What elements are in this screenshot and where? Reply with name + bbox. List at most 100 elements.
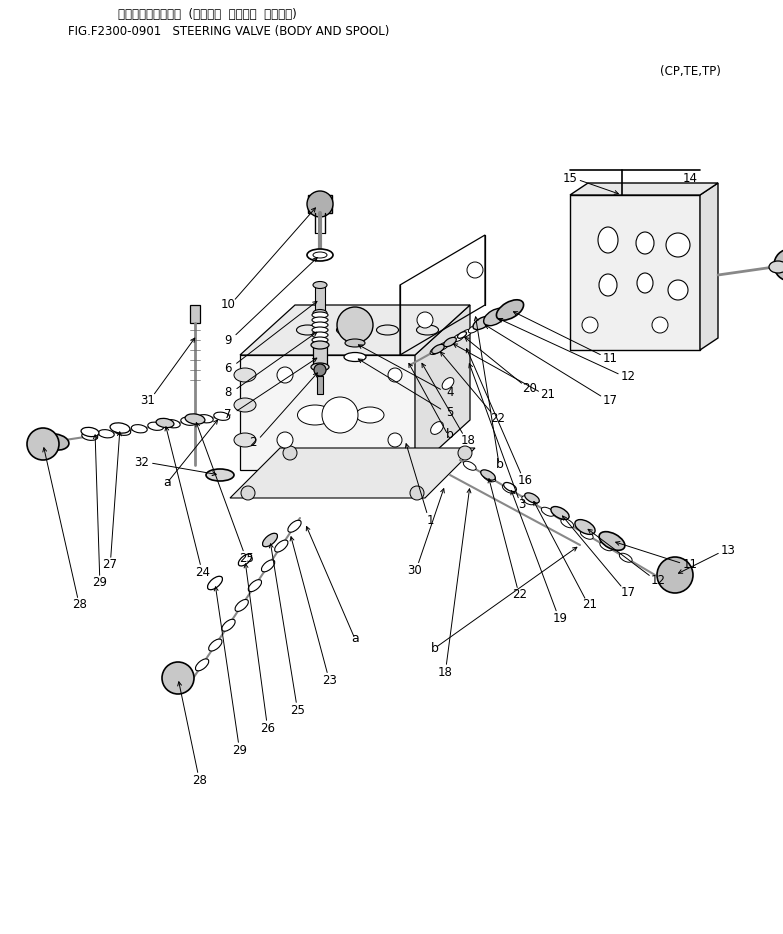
Text: 8: 8 — [224, 387, 232, 400]
Text: 7: 7 — [224, 408, 232, 421]
Text: 24: 24 — [196, 565, 211, 578]
Text: 20: 20 — [522, 381, 537, 394]
Text: 26: 26 — [261, 721, 276, 734]
Ellipse shape — [234, 398, 256, 412]
Circle shape — [27, 428, 59, 460]
Ellipse shape — [312, 317, 328, 323]
Ellipse shape — [275, 540, 288, 552]
Circle shape — [388, 368, 402, 382]
Circle shape — [283, 446, 297, 460]
Text: b: b — [496, 459, 504, 472]
Bar — [308, 195, 332, 213]
Ellipse shape — [234, 433, 256, 447]
Ellipse shape — [313, 252, 327, 258]
Ellipse shape — [312, 337, 328, 343]
Ellipse shape — [575, 519, 595, 534]
Text: 31: 31 — [141, 393, 156, 406]
Ellipse shape — [599, 274, 617, 296]
Ellipse shape — [636, 232, 654, 254]
Ellipse shape — [431, 421, 443, 434]
Text: 5: 5 — [446, 406, 453, 419]
Polygon shape — [570, 183, 718, 195]
Ellipse shape — [41, 433, 69, 450]
Text: 28: 28 — [193, 773, 207, 786]
Ellipse shape — [214, 412, 229, 420]
Bar — [315, 285, 325, 313]
Text: 10: 10 — [221, 299, 236, 312]
Ellipse shape — [442, 377, 454, 389]
Circle shape — [277, 432, 293, 448]
Text: 17: 17 — [602, 393, 618, 406]
Ellipse shape — [344, 352, 366, 361]
Ellipse shape — [238, 554, 251, 566]
Ellipse shape — [262, 533, 277, 546]
Ellipse shape — [248, 580, 262, 591]
Ellipse shape — [503, 483, 517, 491]
Ellipse shape — [311, 363, 329, 371]
Circle shape — [277, 367, 293, 383]
Ellipse shape — [312, 327, 328, 333]
Text: 18: 18 — [460, 433, 475, 446]
Ellipse shape — [298, 405, 333, 425]
Ellipse shape — [464, 461, 476, 470]
Ellipse shape — [312, 322, 328, 328]
Text: 11: 11 — [683, 559, 698, 572]
Ellipse shape — [619, 553, 632, 562]
Ellipse shape — [185, 414, 205, 424]
Ellipse shape — [196, 658, 209, 671]
Ellipse shape — [81, 432, 98, 440]
Text: 4: 4 — [446, 387, 454, 400]
Polygon shape — [570, 195, 700, 350]
Text: b: b — [446, 429, 454, 442]
Ellipse shape — [503, 484, 515, 493]
Ellipse shape — [561, 518, 574, 528]
Text: 1: 1 — [426, 514, 434, 527]
Text: 21: 21 — [540, 389, 555, 402]
Ellipse shape — [115, 427, 131, 435]
Ellipse shape — [307, 249, 333, 261]
Text: 2: 2 — [249, 436, 257, 449]
Circle shape — [458, 446, 472, 460]
Circle shape — [322, 397, 358, 433]
Text: 13: 13 — [720, 544, 735, 557]
Circle shape — [657, 557, 693, 593]
Circle shape — [307, 191, 333, 217]
Text: 27: 27 — [103, 559, 117, 572]
Ellipse shape — [262, 559, 275, 572]
Ellipse shape — [460, 330, 471, 337]
Ellipse shape — [356, 407, 384, 423]
Text: 29: 29 — [92, 576, 107, 589]
Text: 23: 23 — [323, 673, 337, 686]
Circle shape — [241, 486, 255, 500]
Text: 14: 14 — [683, 172, 698, 185]
Ellipse shape — [446, 338, 456, 346]
Ellipse shape — [637, 273, 653, 293]
Polygon shape — [415, 305, 470, 470]
Circle shape — [162, 662, 194, 694]
Bar — [190, 305, 200, 323]
Ellipse shape — [206, 469, 234, 481]
Text: ステアリングバルブ  (ボディー  オヨビー  スプール): ステアリングバルブ (ボディー オヨビー スプール) — [117, 8, 297, 21]
Circle shape — [582, 317, 598, 333]
Text: 28: 28 — [73, 599, 88, 612]
Circle shape — [337, 307, 373, 343]
Ellipse shape — [444, 337, 456, 347]
Text: a: a — [163, 476, 171, 489]
Text: 29: 29 — [233, 743, 247, 757]
Ellipse shape — [110, 423, 130, 433]
Text: 12: 12 — [620, 371, 636, 384]
Ellipse shape — [132, 425, 147, 432]
Circle shape — [417, 312, 433, 328]
Circle shape — [668, 280, 688, 300]
Ellipse shape — [453, 333, 464, 342]
Circle shape — [666, 233, 690, 257]
Text: b: b — [431, 642, 439, 655]
Ellipse shape — [197, 415, 213, 423]
Ellipse shape — [468, 325, 479, 333]
Text: 9: 9 — [224, 333, 232, 347]
Ellipse shape — [312, 332, 328, 338]
Ellipse shape — [580, 531, 594, 539]
Ellipse shape — [313, 281, 327, 289]
Ellipse shape — [598, 227, 618, 253]
Ellipse shape — [81, 428, 99, 436]
